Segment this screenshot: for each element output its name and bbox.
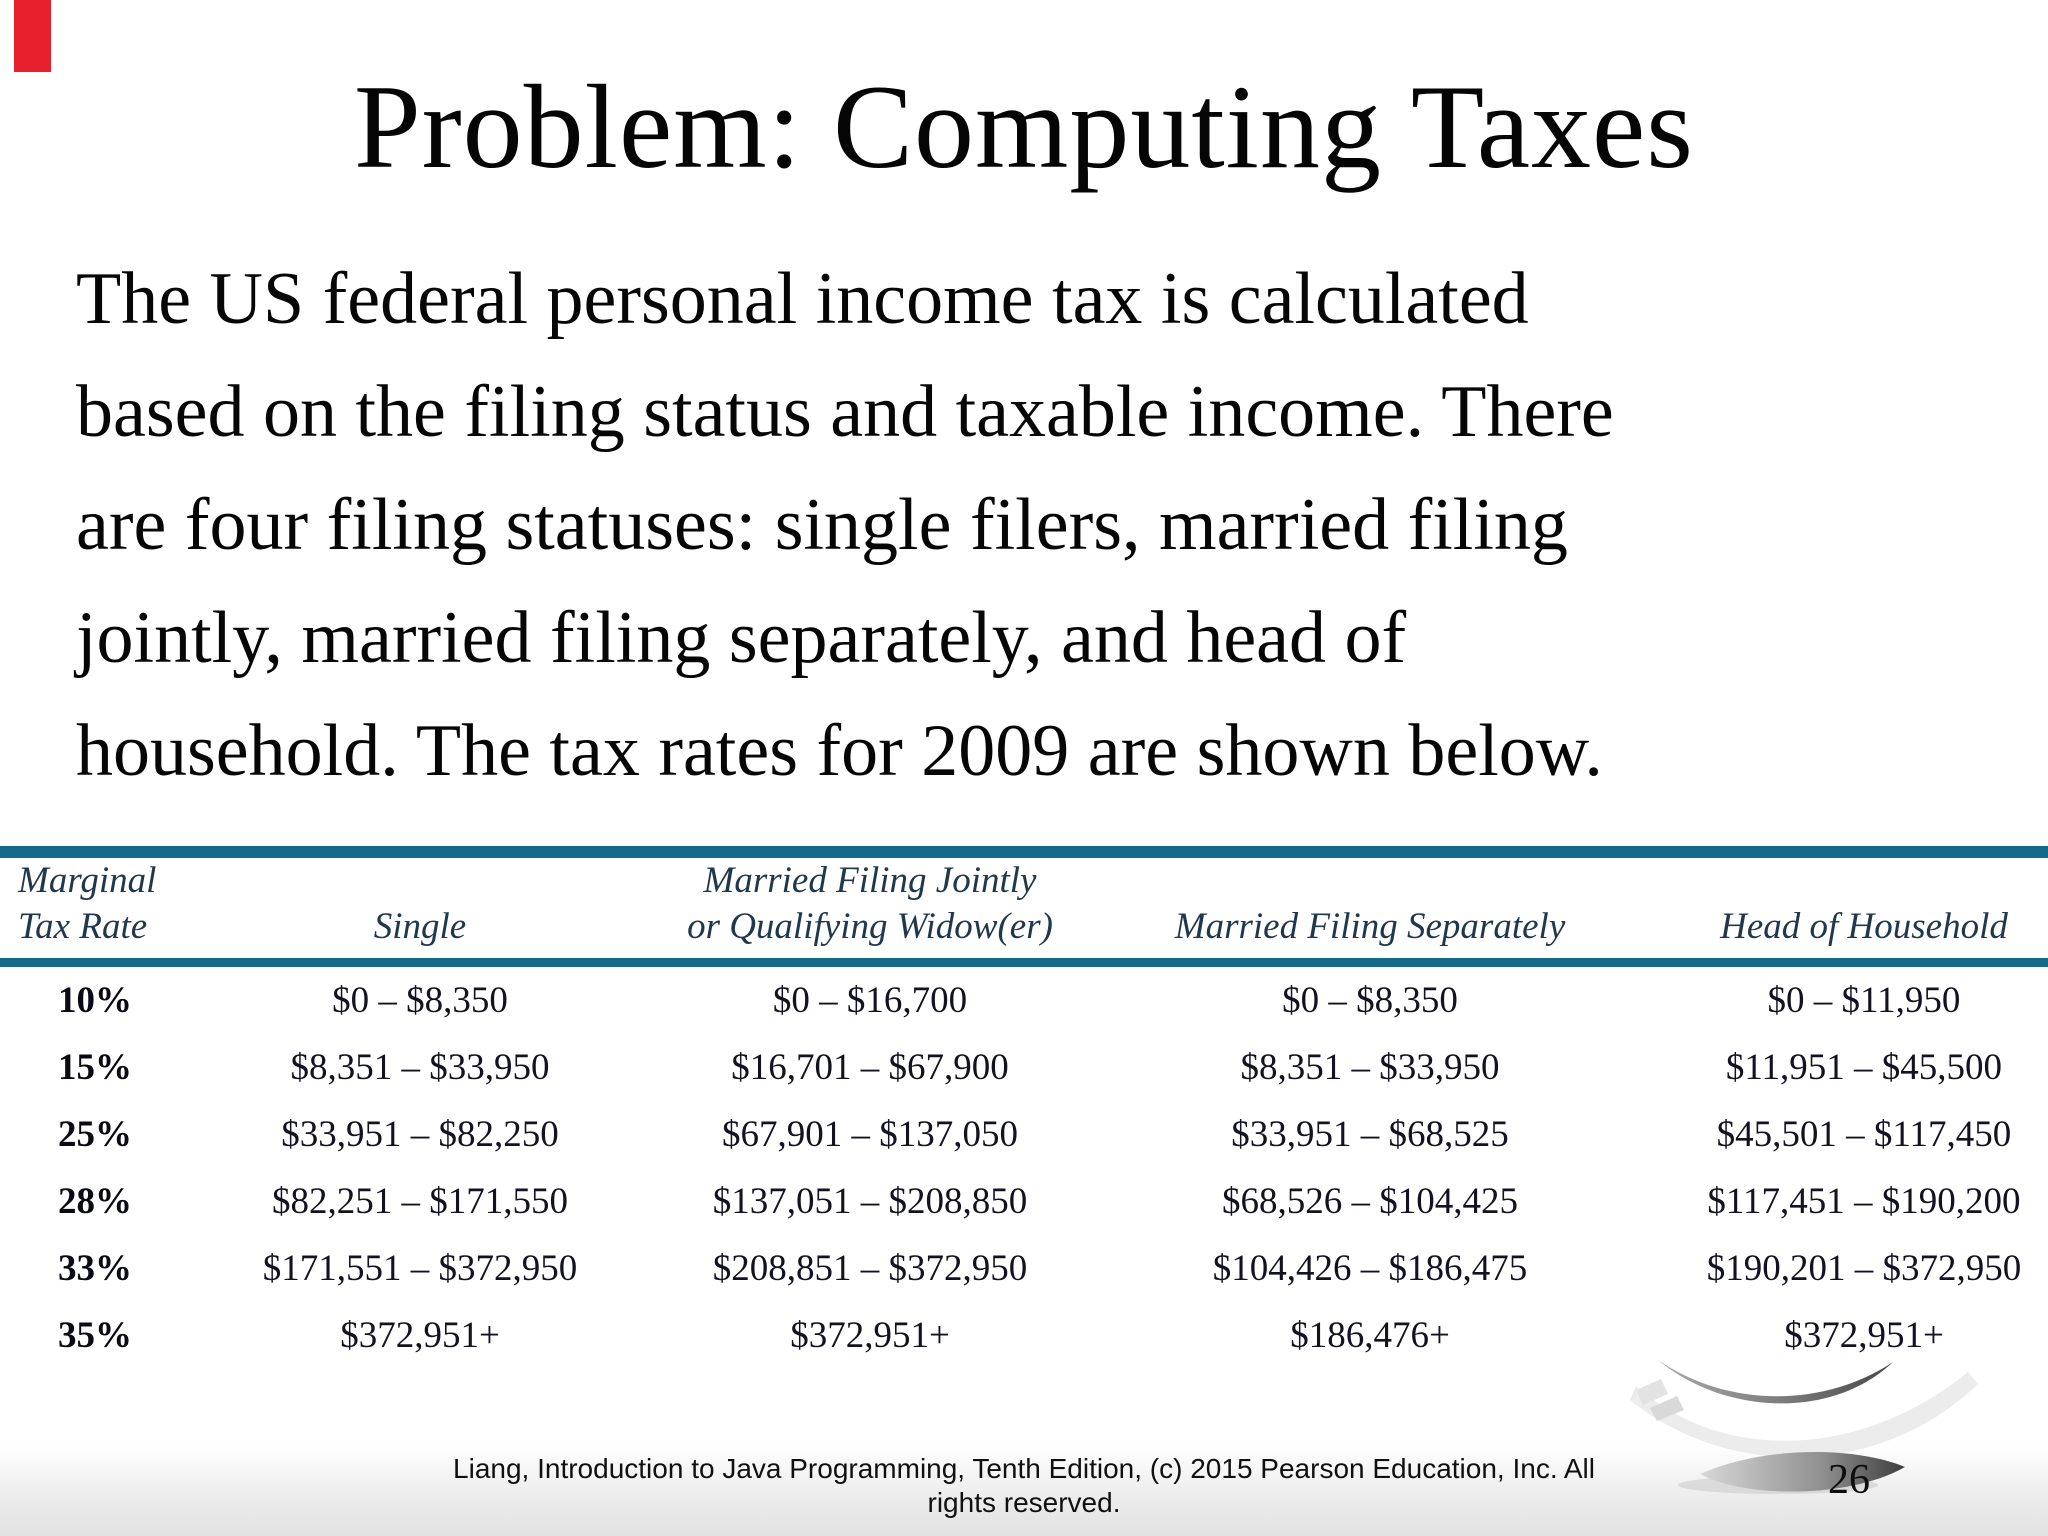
table-cell: $0 – $8,350 <box>332 980 508 1021</box>
table-cell: $190,201 – $372,950 <box>1706 1248 2022 1289</box>
table-cell: $16,701 – $67,900 <box>731 1047 1009 1088</box>
page-number: 26 <box>1828 1457 1870 1503</box>
table-cell: 10% <box>58 980 132 1021</box>
tax-table-body: 10% $0 – $8,350 $0 – $16,700 $0 – $8,350… <box>0 967 2048 1369</box>
table-cell: 35% <box>58 1315 132 1356</box>
footer-copyright: Liang, Introduction to Java Programming,… <box>453 1453 1595 1518</box>
slide-title: Problem: Computing Taxes <box>353 60 1694 193</box>
table-top-rule <box>0 846 2048 858</box>
table-cell: $82,251 – $171,550 <box>272 1181 568 1222</box>
table-cell: $8,351 – $33,950 <box>1240 1047 1500 1088</box>
table-cell: 33% <box>58 1248 132 1289</box>
table-cell: $45,501 – $117,450 <box>1716 1114 2012 1155</box>
table-cell: $104,426 – $186,475 <box>1212 1248 1528 1289</box>
table-cell: $0 – $16,700 <box>772 980 968 1021</box>
table-cell: $372,951+ <box>340 1315 500 1356</box>
table-cell: $372,951+ <box>1784 1315 1944 1356</box>
header-cell-single: Single <box>373 906 467 947</box>
table-cell: $33,951 – $68,525 <box>1231 1114 1509 1155</box>
table-cell: $33,951 – $82,250 <box>281 1114 559 1155</box>
table-cell: 28% <box>58 1181 132 1222</box>
table-cell: $208,851 – $372,950 <box>712 1248 1028 1289</box>
table-cell: $0 – $8,350 <box>1282 980 1458 1021</box>
header-cell-married-filing-separately: Married Filing Separately <box>1174 906 1566 947</box>
table-cell: $0 – $11,950 <box>1767 980 1961 1021</box>
table-cell: $68,526 – $104,425 <box>1222 1181 1518 1222</box>
table-cell: $8,351 – $33,950 <box>290 1047 550 1088</box>
table-cell: 25% <box>58 1114 132 1155</box>
table-cell: $186,476+ <box>1290 1315 1450 1356</box>
pearson-swoosh-icon <box>1628 1352 1983 1502</box>
header-cell-head-of-household: Head of Household <box>1720 906 2008 947</box>
body-paragraph: The US federal personal income tax is ca… <box>76 258 1614 792</box>
header-cell-marginal-tax-rate: Marginal Tax Rate <box>18 860 157 947</box>
table-cell: 15% <box>58 1047 132 1088</box>
table-cell: $171,551 – $372,950 <box>262 1248 578 1289</box>
red-marker <box>14 0 51 72</box>
table-cell: $137,051 – $208,850 <box>712 1181 1028 1222</box>
table-header-rule <box>0 958 2048 967</box>
table-cell: $67,901 – $137,050 <box>722 1114 1018 1155</box>
table-cell: $372,951+ <box>790 1315 950 1356</box>
tax-table-header: Marginal Tax Rate Single Married Filing … <box>0 858 2048 958</box>
header-cell-married-filing-jointly: Married Filing Jointly or Qualifying Wid… <box>687 860 1053 947</box>
table-cell: $117,451 – $190,200 <box>1707 1181 2021 1222</box>
table-cell: $11,951 – $45,500 <box>1725 1047 2003 1088</box>
